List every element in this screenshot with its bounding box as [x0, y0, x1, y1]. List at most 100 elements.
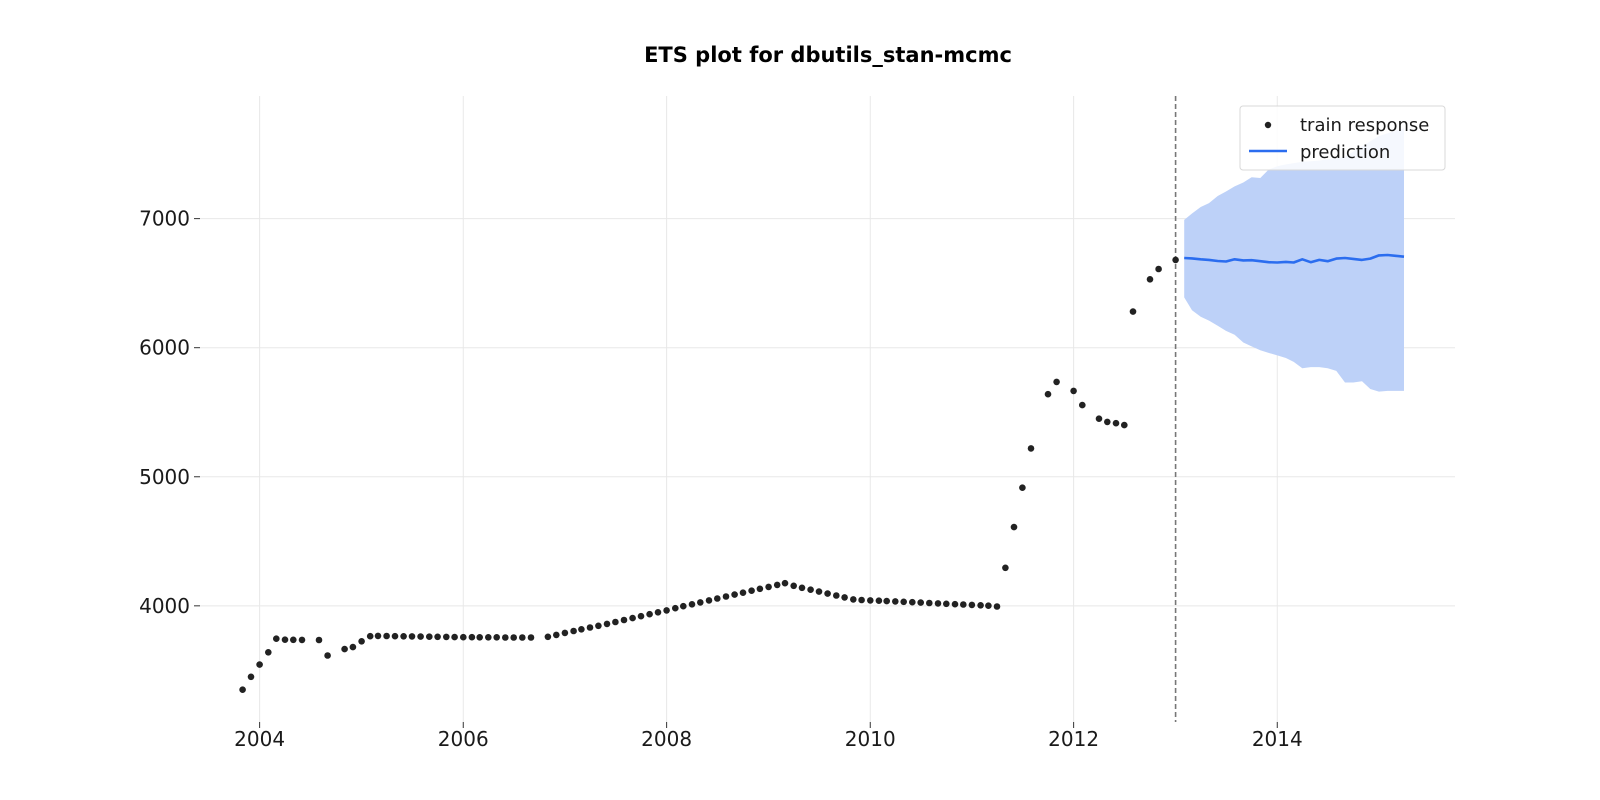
- x-tick-label: 2004: [234, 727, 285, 751]
- train-response-point: [672, 604, 679, 612]
- train-response-point: [1129, 308, 1137, 315]
- legend-label-prediction: prediction: [1300, 142, 1390, 163]
- x-tick-label: 2006: [438, 727, 489, 751]
- train-response-point: [349, 643, 357, 651]
- train-response-point: [443, 633, 450, 641]
- x-tick-label: 2010: [845, 727, 896, 751]
- train-response-point: [476, 634, 484, 641]
- train-response-point: [451, 633, 458, 641]
- y-tick-label: 5000: [139, 465, 190, 489]
- train-response-point: [527, 634, 535, 641]
- x-axis: 2004 2006 2008 2010 2012 2014: [234, 722, 1303, 751]
- train-response-point: [408, 633, 416, 640]
- train-response-point: [502, 634, 509, 641]
- train-response-point: [1070, 387, 1077, 395]
- y-tick-label: 6000: [139, 336, 190, 360]
- y-axis: 4000 5000 6000 7000: [139, 207, 200, 618]
- train-response-point: [680, 602, 687, 610]
- prediction-line: [1184, 253, 1405, 264]
- train-response-point: [1010, 523, 1018, 531]
- train-response-point: [434, 633, 441, 641]
- train-response-point: [705, 597, 713, 604]
- train-response-point: [637, 612, 645, 620]
- train-response-point: [722, 593, 730, 600]
- legend-box: [1239, 105, 1446, 171]
- train-response-point: [417, 633, 424, 640]
- train-response-point: [1019, 484, 1026, 492]
- train-response-point: [1155, 265, 1162, 273]
- train-response-point: [731, 591, 738, 598]
- train-response-point: [798, 584, 806, 592]
- train-response-point: [951, 600, 959, 608]
- train-response-point: [909, 598, 916, 606]
- train-response-point: [993, 603, 1001, 610]
- train-response-point: [493, 634, 501, 641]
- train-response-point: [612, 618, 619, 626]
- train-response-point: [578, 626, 585, 633]
- train-response-point: [358, 638, 365, 645]
- train-response-point: [341, 645, 348, 653]
- x-tick-label: 2012: [1048, 727, 1099, 751]
- train-response-point: [875, 597, 883, 604]
- train-response-point: [807, 586, 814, 593]
- train-response-point: [900, 598, 907, 606]
- train-response-point: [629, 614, 636, 622]
- train-response-point: [756, 585, 764, 593]
- train-response-point: [850, 596, 857, 603]
- train-response-points: [239, 256, 1179, 693]
- train-response-point: [833, 592, 840, 599]
- x-tick-label: 2008: [641, 727, 692, 751]
- train-response-point: [748, 587, 755, 594]
- prediction-interval-layer: [1184, 128, 1404, 392]
- chart-title: ETS plot for dbutils_stan-mcmc: [644, 43, 1012, 67]
- train-response-point: [917, 599, 924, 606]
- train-response-point: [1172, 256, 1179, 264]
- train-response-point: [739, 589, 747, 596]
- prediction-line-layer: [1184, 253, 1405, 264]
- train-response-point: [697, 599, 704, 606]
- train-response-point: [383, 632, 390, 640]
- train-response-point: [934, 600, 942, 607]
- train-response-point: [315, 636, 323, 644]
- train-response-point: [468, 633, 476, 641]
- train-response-point: [426, 633, 433, 640]
- y-tick-label: 7000: [139, 207, 190, 231]
- train-response-point: [654, 609, 662, 616]
- train-response-point: [1002, 564, 1009, 572]
- train-response-point: [265, 649, 272, 656]
- train-response-point: [510, 634, 517, 641]
- train-response-point: [841, 594, 848, 601]
- train-response-point: [553, 631, 560, 639]
- train-response-point: [544, 633, 552, 641]
- y-tick-label: 4000: [139, 594, 190, 618]
- train-response-point: [290, 636, 297, 644]
- train-response-point: [324, 652, 331, 659]
- legend-marker-train-response: [1264, 121, 1272, 129]
- train-response-point: [1112, 419, 1120, 427]
- train-response-point: [977, 602, 984, 609]
- train-response-point: [714, 595, 721, 602]
- train-response-point: [790, 582, 797, 590]
- train-response-point: [1027, 445, 1035, 452]
- train-response-point: [773, 581, 781, 589]
- train-response-point: [256, 661, 263, 668]
- train-response-point: [985, 602, 992, 609]
- train-response-point: [400, 633, 407, 640]
- train-response-point: [374, 632, 382, 640]
- train-response-point: [603, 620, 611, 628]
- legend: train response prediction: [1239, 105, 1446, 171]
- train-response-point: [273, 635, 280, 642]
- train-response-point: [926, 599, 933, 607]
- train-response-point: [595, 622, 602, 630]
- train-response-point: [1146, 276, 1154, 283]
- train-response-point: [1104, 418, 1111, 426]
- train-response-point: [968, 601, 976, 609]
- train-response-point: [1079, 401, 1086, 409]
- train-response-point: [460, 633, 467, 641]
- train-response-point: [1044, 390, 1052, 398]
- prediction-interval-band: [1184, 128, 1404, 392]
- train-response-point: [960, 601, 967, 608]
- train-response-point: [781, 579, 789, 587]
- train-response-point: [570, 627, 577, 635]
